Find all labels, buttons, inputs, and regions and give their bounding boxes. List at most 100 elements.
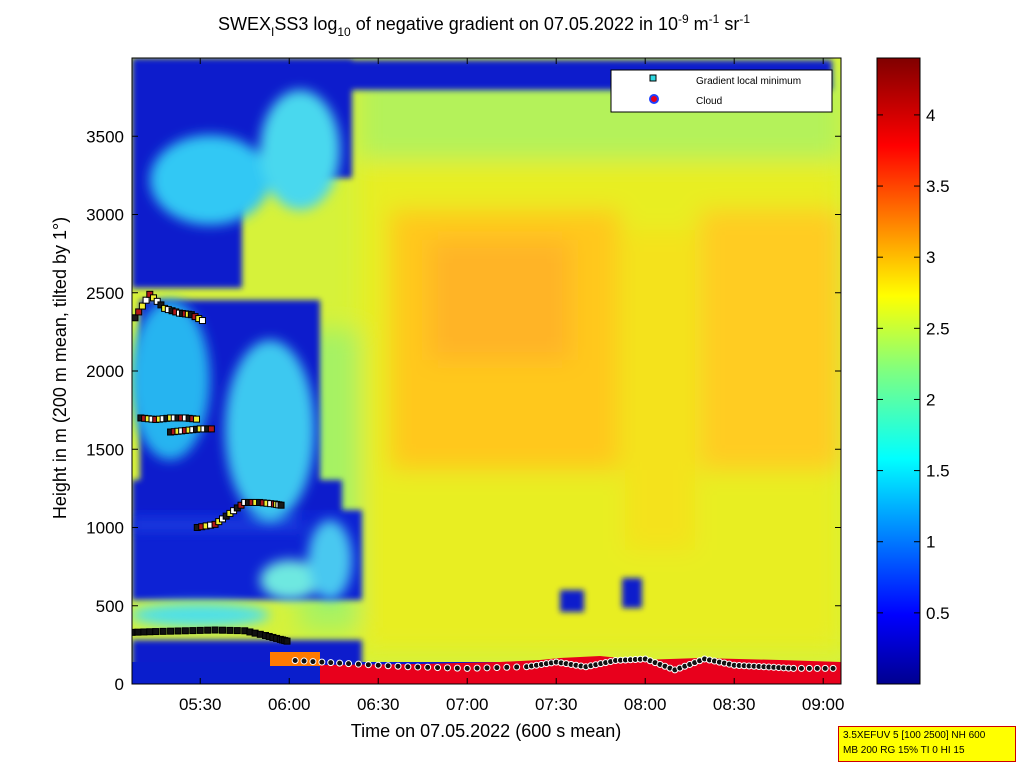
- title-exp1: -9: [678, 12, 689, 26]
- gradient-minimum-point: [142, 296, 150, 304]
- legend-box: [610, 69, 833, 113]
- gradient-minimum-point: [167, 627, 175, 635]
- x-tick-label: 05:30: [179, 695, 222, 714]
- title-middle: SS3 log: [274, 14, 337, 34]
- gradient-minimum-point: [132, 314, 139, 322]
- gradient-minimum-point: [135, 308, 143, 316]
- y-tick-label: 1000: [86, 519, 124, 538]
- y-axis-label: Height in m (200 m mean, tilted by 1°): [50, 217, 70, 519]
- legend: Gradient local minimum Cloud: [610, 69, 833, 113]
- title-exp3: -1: [739, 12, 750, 26]
- y-tick-label: 1500: [86, 440, 124, 459]
- processing-info-box: 3.5XEFUV 5 [100 2500] NH 600 MB 200 RG 1…: [838, 726, 1016, 762]
- legend-gradient-marker: [649, 74, 657, 82]
- x-axis: 05:30 06:00 06:30 07:00 07:30 08:00 08:30 09:00: [179, 58, 845, 714]
- gradient-minimum-point: [283, 637, 291, 645]
- y-tick-label: 2000: [86, 362, 124, 381]
- gradient-minimum-point: [159, 627, 167, 635]
- title-log-sub: 10: [337, 25, 351, 39]
- gradient-minimum-point: [207, 425, 215, 433]
- cloud-point: [354, 660, 362, 668]
- cloud-point: [336, 659, 344, 667]
- title-prefix-sub: I: [271, 25, 274, 39]
- cloud-point: [821, 664, 829, 672]
- legend-gradient-label: Gradient local minimum: [696, 76, 801, 87]
- cloud-point: [327, 659, 335, 667]
- gradient-minimum-point: [198, 317, 206, 325]
- gradient-minimum-point: [193, 415, 201, 423]
- cloud-markers: [291, 655, 837, 674]
- processing-info-line-1: 3.5XEFUV 5 [100 2500] NH 600: [843, 730, 986, 741]
- gradient-minimum-point: [138, 302, 146, 310]
- colorbar-tick-label: 2: [926, 390, 935, 409]
- cloud-point: [384, 662, 392, 670]
- cloud-point: [300, 657, 308, 665]
- cloud-point: [345, 660, 353, 668]
- cloud-point: [483, 664, 491, 672]
- gradient-minimum-point: [134, 628, 142, 636]
- gradient-minimum-point: [277, 501, 285, 509]
- colorbar-tick-label: 1: [926, 533, 935, 552]
- colorbar-tick-label: 2.5: [926, 319, 950, 338]
- gradient-minimum-point: [196, 626, 204, 634]
- x-axis-label: Time on 07.05.2022 (600 s mean): [351, 721, 622, 741]
- gradient-minimum-point: [233, 627, 241, 635]
- cloud-point: [513, 663, 521, 671]
- gradient-minimum-point: [181, 627, 189, 635]
- gradient-minimum-point: [150, 294, 158, 302]
- gradient-minimum-point: [218, 626, 226, 634]
- cloud-point: [424, 663, 432, 671]
- gradient-minimum-point: [140, 628, 148, 636]
- gradient-minimum-point: [189, 627, 197, 635]
- x-tick-label: 07:00: [446, 695, 489, 714]
- colorbar-ticks: 0.5 1 1.5 2 2.5 3 3.5 4: [877, 106, 950, 623]
- colorbar-tick-label: 3.5: [926, 177, 950, 196]
- gradient-minimum-point: [211, 626, 219, 634]
- gradient-minimum-point: [153, 297, 161, 305]
- x-tick-label: 08:00: [624, 695, 667, 714]
- cloud-point: [364, 661, 372, 669]
- chart-title: SWEXISS3 log10 of negative gradient on 0…: [218, 12, 750, 39]
- y-tick-label: 500: [96, 597, 124, 616]
- cloud-point: [463, 664, 471, 672]
- colorbar-tick-label: 1.5: [926, 462, 950, 481]
- cloud-point: [374, 661, 382, 669]
- legend-cloud-marker: [649, 94, 659, 104]
- cloud-point: [414, 663, 422, 671]
- cloud-point: [503, 663, 511, 671]
- cloud-point: [318, 658, 326, 666]
- colorbar-tick-label: 3: [926, 248, 935, 267]
- heatmap-field: [132, 58, 841, 684]
- title-unit1: m: [689, 14, 709, 34]
- x-tick-label: 06:30: [357, 695, 400, 714]
- x-tick-label: 06:00: [268, 695, 311, 714]
- gradient-minimum-point: [174, 627, 182, 635]
- processing-info-line-2: MB 200 RG 15% TI 0 HI 15: [843, 745, 965, 756]
- gradient-minimum-point: [146, 628, 154, 636]
- y-tick-label: 2500: [86, 284, 124, 303]
- x-tick-label: 08:30: [713, 695, 756, 714]
- gradient-minimum-point: [204, 626, 212, 634]
- colorbar: 0.5 1 1.5 2 2.5 3 3.5 4: [876, 57, 950, 685]
- cloud-point: [453, 664, 461, 672]
- title-prefix: SWEX: [218, 14, 271, 34]
- x-tick-label: 09:00: [802, 695, 845, 714]
- gradient-minimum-point: [226, 626, 234, 634]
- cloud-point: [805, 664, 813, 672]
- cloud-point: [404, 663, 412, 671]
- title-unit2: sr: [719, 14, 739, 34]
- title-text: of negative gradient on 07.05.2022 in 10: [351, 14, 678, 34]
- cloud-point: [813, 664, 821, 672]
- cloud-point: [394, 662, 402, 670]
- cloud-point: [829, 664, 837, 672]
- y-tick-label: 3000: [86, 206, 124, 225]
- legend-cloud-label: Cloud: [696, 96, 722, 107]
- gradient-minimum-point: [157, 301, 165, 309]
- cloud-point: [493, 664, 501, 672]
- cloud-point: [797, 664, 805, 672]
- cloud-point: [473, 664, 481, 672]
- gradient-minimum-markers: [132, 290, 291, 645]
- gradient-minimum-point: [146, 290, 154, 298]
- colorbar-tick-label: 0.5: [926, 604, 950, 623]
